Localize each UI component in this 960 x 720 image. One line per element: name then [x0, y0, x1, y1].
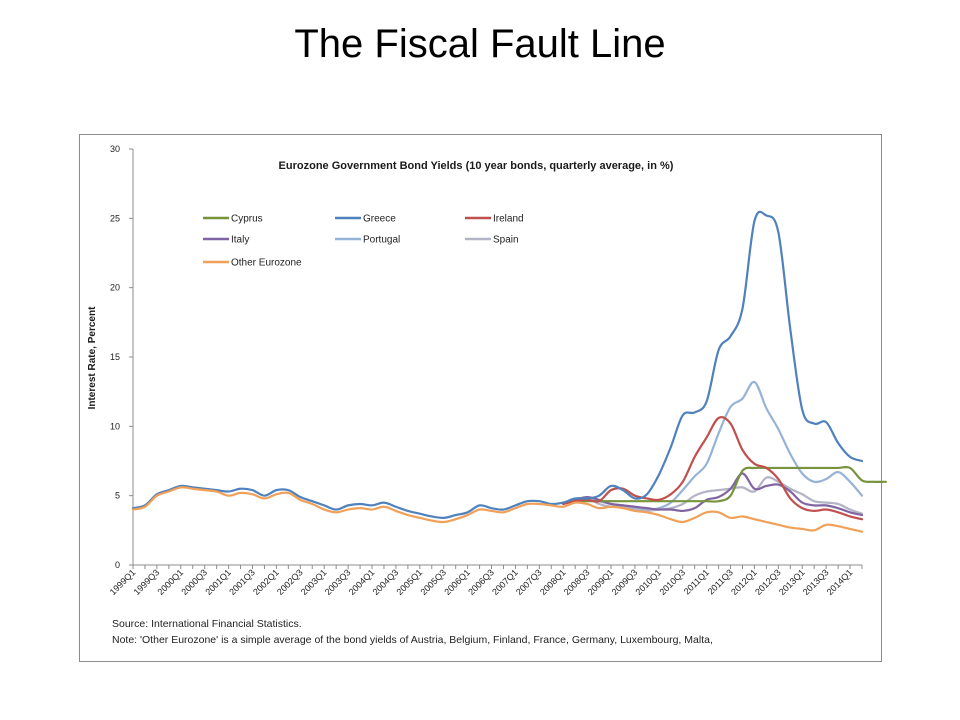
legend-label-other-eurozone: Other Eurozone	[231, 258, 302, 269]
y-tick-label: 30	[110, 144, 120, 154]
x-tick-label: 2010Q3	[657, 567, 687, 597]
y-tick-label: 20	[110, 283, 120, 293]
chart-title: Eurozone Government Bond Yields (10 year…	[279, 160, 674, 172]
chart-frame	[79, 134, 882, 662]
series-group	[131, 210, 887, 533]
legend: Cyprus Greece Ireland Italy Portugal Spain Oth…	[203, 214, 524, 269]
y-tick-label: 15	[110, 352, 120, 362]
y-tick-label: 5	[115, 491, 120, 501]
legend-label-portugal: Portugal	[363, 235, 400, 246]
axes-group: 0510152025301999Q11999Q32000Q12000Q32001…	[108, 144, 863, 597]
legend-label-spain: Spain	[493, 235, 519, 246]
series-line-other-eurozone	[131, 486, 864, 533]
series-line-ireland	[562, 416, 864, 521]
slide-title: The Fiscal Fault Line	[294, 22, 666, 66]
legend-label-cyprus: Cyprus	[231, 214, 263, 225]
legend-label-greece: Greece	[363, 214, 396, 225]
footnote: Note: 'Other Eurozone' is a simple avera…	[112, 634, 713, 646]
source-note: Source: International Financial Statisti…	[112, 618, 302, 630]
y-tick-label: 25	[110, 213, 120, 223]
x-tick-label: 2014Q1	[825, 567, 855, 597]
series-line-cyprus	[562, 465, 887, 504]
y-tick-label: 0	[115, 560, 120, 570]
y-tick-label: 10	[110, 421, 120, 431]
series-line-italy	[562, 472, 864, 517]
legend-label-italy: Italy	[231, 235, 249, 246]
x-tick-label: 2011Q1	[682, 567, 711, 596]
y-axis-label: Interest Rate, Percent	[87, 306, 98, 409]
series-line-greece	[131, 210, 864, 519]
legend-label-ireland: Ireland	[493, 214, 524, 225]
